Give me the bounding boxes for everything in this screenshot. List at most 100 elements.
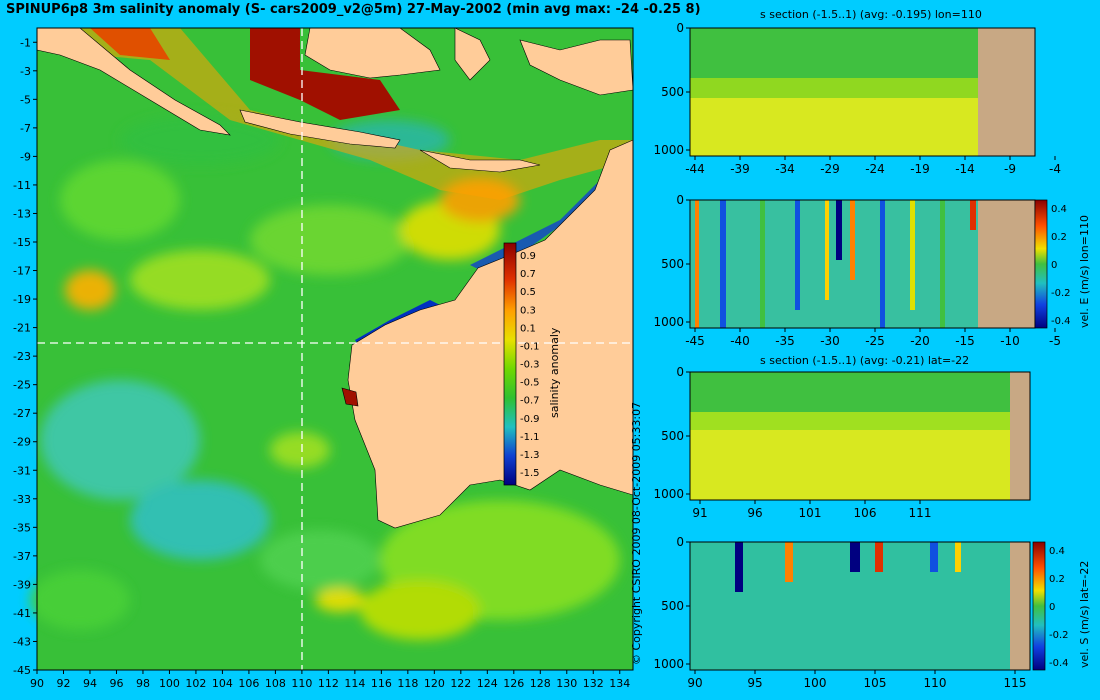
panel-colorbar-tick: -0.2 <box>1051 288 1071 299</box>
map-xtick-label: 114 <box>344 677 365 690</box>
map-ytick-label: -25 <box>13 379 31 392</box>
map-x-axis: 90 92 94 96 98 100 102 104 106 108 110 112 114 116 118… <box>30 670 630 690</box>
panel-colorbar-tick: 0.2 <box>1051 232 1067 243</box>
map-colorbar-tick: -0.1 <box>520 341 540 352</box>
map-ytick-label: -11 <box>13 179 31 192</box>
panel-xtick-label: 105 <box>864 676 887 690</box>
map-colorbar-tick: -0.7 <box>520 396 540 407</box>
map-ytick-label: -5 <box>20 93 31 106</box>
map-colorbar-tick: -1.5 <box>520 468 540 479</box>
map-ytick-label: -35 <box>13 521 31 534</box>
map-xtick-label: 122 <box>450 677 471 690</box>
panel-xtick-label: -39 <box>730 162 750 176</box>
panel-xtick-label: -4 <box>1049 162 1061 176</box>
panel-colorbar-tick: 0 <box>1051 260 1057 271</box>
map-ytick-label: -15 <box>13 236 31 249</box>
panel-xtick-label: -30 <box>820 334 840 348</box>
map-ytick-label: -23 <box>13 350 31 363</box>
map-ytick-label: -1 <box>20 36 31 49</box>
panel-xtick-label: -19 <box>910 162 930 176</box>
panel-xtick-label: -34 <box>775 162 795 176</box>
map-colorbar: 0.9 0.7 0.5 0.3 0.1 -0.1 -0.3 -0.5 -0.7 -0.9 -1.1 -… <box>503 242 540 486</box>
panel-ytick-label: 500 <box>661 429 684 443</box>
map-colorbar-tick: 0.7 <box>520 269 536 280</box>
panel-colorbar-tick: 0 <box>1049 602 1055 613</box>
panel-2-vel-e-lon <box>689 199 1048 329</box>
panel-xtick-label: 111 <box>909 506 932 520</box>
panel-ytick-label: 1000 <box>653 315 684 329</box>
map-ytick-label: -45 <box>13 664 31 677</box>
panel-ytick-label: 0 <box>676 193 684 207</box>
panel-ytick-label: 0 <box>676 535 684 549</box>
panel-xtick-label: -29 <box>820 162 840 176</box>
map-ytick-label: -7 <box>20 122 31 135</box>
panel-colorbar-tick: 0.4 <box>1051 204 1067 215</box>
map-colorbar-tick: -0.3 <box>520 360 540 371</box>
panel-xtick-label: -5 <box>1049 334 1061 348</box>
panel-xtick-label: 91 <box>692 506 707 520</box>
panel-ytick-label: 0 <box>676 21 684 35</box>
map-xtick-label: 124 <box>477 677 498 690</box>
map-ytick-label: -41 <box>13 607 31 620</box>
map-xtick-label: 118 <box>397 677 418 690</box>
map-ytick-label: -37 <box>13 550 31 563</box>
panel-colorbar-tick: -0.2 <box>1049 630 1069 641</box>
map-xtick-label: 132 <box>583 677 604 690</box>
map-xtick-label: 110 <box>291 677 312 690</box>
panel-xtick-label: -45 <box>685 334 705 348</box>
map-ytick-label: -27 <box>13 407 31 420</box>
panel-xtick-label: 106 <box>854 506 877 520</box>
panel-1-title: s section (-1.5..1) (avg: -0.195) lon=11… <box>760 8 982 21</box>
panel-xtick-label: 100 <box>804 676 827 690</box>
map-xtick-label: 96 <box>109 677 123 690</box>
map-ytick-label: -13 <box>13 207 31 220</box>
panel-xtick-label: -9 <box>1004 162 1016 176</box>
map-xtick-label: 108 <box>265 677 286 690</box>
map-ytick-label: -3 <box>20 65 31 78</box>
map-y-axis: -1 -3 -5 -7 -9 -11 -13 -15 -17 -19 -21 -23 -25 -27 -29… <box>13 36 37 677</box>
panel-ytick-label: 1000 <box>653 657 684 671</box>
panel-xtick-label: -40 <box>730 334 750 348</box>
map-colorbar-label: salinity anomaly <box>548 327 561 418</box>
map-ytick-label: -31 <box>13 464 31 477</box>
map-ytick-label: -43 <box>13 635 31 648</box>
map-ytick-label: -29 <box>13 436 31 449</box>
map-xtick-label: 116 <box>371 677 392 690</box>
map-xtick-label: 134 <box>609 677 630 690</box>
panel-xtick-label: 110 <box>924 676 947 690</box>
map-ytick-label: -33 <box>13 493 31 506</box>
panel-xtick-label: 90 <box>687 676 702 690</box>
panel-colorbar-tick: -0.4 <box>1049 658 1069 669</box>
panel-xtick-label: 115 <box>1004 676 1027 690</box>
panel-xtick-label: -35 <box>775 334 795 348</box>
map-ytick-label: -17 <box>13 265 31 278</box>
panel-4-vel-s-lat <box>689 541 1046 671</box>
figure-title: SPINUP6p8 3m salinity anomaly (S- cars20… <box>6 2 701 17</box>
panel-xtick-label: 101 <box>799 506 822 520</box>
panel-xtick-label: -10 <box>1000 334 1020 348</box>
map-ytick-label: -39 <box>13 578 31 591</box>
map-colorbar-tick: -0.9 <box>520 414 540 425</box>
map-xtick-label: 104 <box>212 677 233 690</box>
panel-xtick-label: 95 <box>747 676 762 690</box>
panel-xtick-label: 96 <box>747 506 762 520</box>
map-xtick-label: 120 <box>424 677 445 690</box>
map-xtick-label: 94 <box>83 677 97 690</box>
panel-xtick-label: -25 <box>865 334 885 348</box>
panel-4-colorbar-label: vel. S (m/s) lat=-22 <box>1078 560 1091 668</box>
map-xtick-label: 102 <box>185 677 206 690</box>
panel-xtick-label: -15 <box>955 334 975 348</box>
land-masses <box>36 27 634 529</box>
map-xtick-label: 128 <box>530 677 551 690</box>
panel-ytick-label: 1000 <box>653 487 684 501</box>
map-xtick-label: 130 <box>556 677 577 690</box>
map-colorbar-tick: -0.5 <box>520 378 540 389</box>
map-colorbar-tick: -1.1 <box>520 432 540 443</box>
map-colorbar-tick: 0.3 <box>520 305 536 316</box>
panel-xtick-label: -44 <box>685 162 705 176</box>
panel-xtick-label: -14 <box>955 162 975 176</box>
panel-ytick-label: 500 <box>661 257 684 271</box>
map-xtick-label: 90 <box>30 677 44 690</box>
map-xtick-label: 106 <box>238 677 259 690</box>
